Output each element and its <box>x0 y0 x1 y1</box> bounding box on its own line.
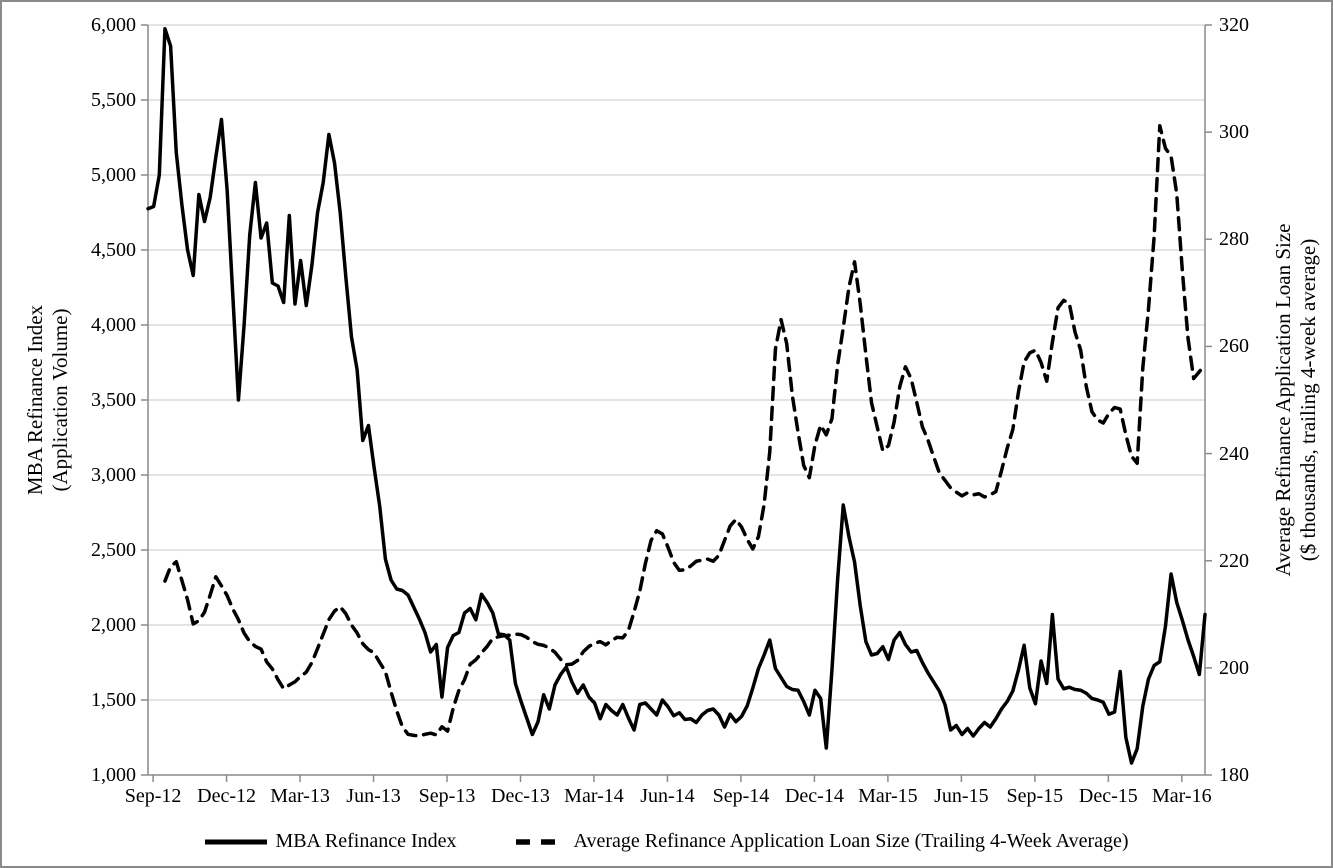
legend-item-loan-size: Average Refinance Application Loan Size … <box>515 830 1129 853</box>
x-axis-tick-label: Dec-13 <box>491 785 550 807</box>
x-axis-tick-label: Mar-16 <box>1152 785 1212 807</box>
left-axis-tick-label: 5,500 <box>91 89 136 111</box>
left-axis-tick-label: 2,000 <box>91 614 136 636</box>
x-axis-tick-label: Jun-14 <box>640 785 695 807</box>
legend-label-refinance-index: MBA Refinance Index <box>275 830 457 852</box>
legend: MBA Refinance Index Average Refinance Ap… <box>2 830 1331 853</box>
left-axis-tick-label: 3,000 <box>91 464 136 486</box>
x-axis-tick-label: Dec-12 <box>197 785 256 807</box>
right-axis-tick-label: 300 <box>1219 121 1249 144</box>
solid-line-key <box>205 839 268 844</box>
right-axis-tick-label: 320 <box>1219 14 1249 36</box>
right-axis-tick-label: 200 <box>1219 656 1249 679</box>
right-axis-title-line1: Average Refinance Application Loan Size <box>1271 223 1295 577</box>
left-axis-tick-label: 1,500 <box>91 689 136 711</box>
left-axis-tick-label: 2,500 <box>91 539 136 561</box>
left-axis-tick-label: 5,000 <box>91 164 136 186</box>
x-axis-tick-label: Sep-13 <box>418 785 476 807</box>
right-axis-tick-label: 220 <box>1219 549 1249 572</box>
x-axis-tick-label: Sep-14 <box>712 785 770 807</box>
legend-label-loan-size: Average Refinance Application Loan Size … <box>573 830 1129 852</box>
x-axis-tick-label: Jun-15 <box>934 785 989 807</box>
dashed-line-key <box>515 838 566 845</box>
right-axis-tick-label: 180 <box>1219 764 1249 786</box>
left-axis-tick-label: 4,500 <box>91 239 136 261</box>
right-axis-tick-label: 280 <box>1219 228 1249 251</box>
right-axis-title-line2: ($ thousands, trailing 4-week average) <box>1296 238 1320 562</box>
x-axis-tick-label: Mar-15 <box>858 785 918 807</box>
x-axis-tick-label: Dec-14 <box>784 785 844 807</box>
x-axis-tick-label: Mar-14 <box>564 785 624 807</box>
right-axis-tick-label: 260 <box>1219 335 1249 358</box>
legend-item-refinance-index: MBA Refinance Index <box>204 830 457 853</box>
right-axis-tick-label: 240 <box>1219 442 1249 465</box>
left-axis-tick-label: 1,000 <box>91 764 136 786</box>
x-axis-tick-label: Dec-15 <box>1078 785 1138 807</box>
left-axis-tick-label: 4,000 <box>91 314 136 336</box>
left-axis-title-line1: MBA Refinance Index <box>23 304 47 496</box>
left-axis-tick-label: 3,500 <box>91 389 136 411</box>
x-axis-tick-label: Sep-15 <box>1006 785 1064 807</box>
x-axis-tick-label: Jun-13 <box>346 785 401 807</box>
x-axis-tick-label: Sep-12 <box>124 785 182 807</box>
x-axis-tick-label: Mar-13 <box>270 785 330 807</box>
left-axis-tick-label: 6,000 <box>91 14 136 36</box>
